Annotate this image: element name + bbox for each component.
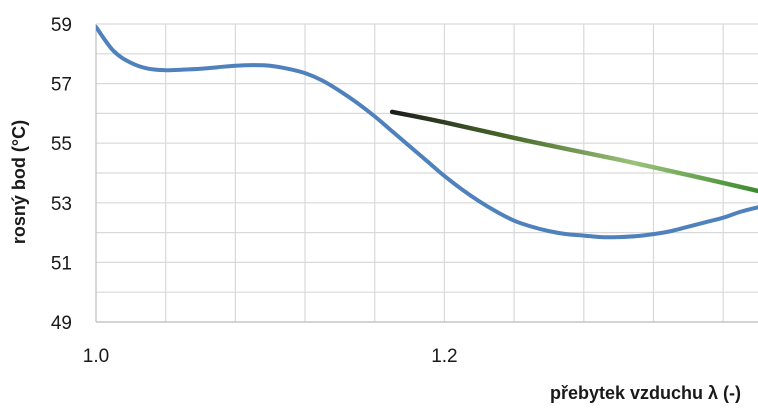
y-tick-label: 59 xyxy=(51,15,72,36)
tick-label-layer: 59 57 55 53 51 49 1.0 1.2 xyxy=(51,15,458,367)
y-axis-title: rosný bod (°C) xyxy=(9,120,29,244)
series-2-line xyxy=(389,109,758,194)
series-1-line xyxy=(96,24,758,240)
y-tick-label: 53 xyxy=(51,194,72,215)
y-tick-label: 49 xyxy=(51,313,72,334)
x-tick-label: 1.2 xyxy=(431,346,457,367)
y-tick-label: 51 xyxy=(51,253,72,274)
x-tick-label: 1.0 xyxy=(83,346,109,367)
grid-layer xyxy=(95,23,758,323)
series-layer xyxy=(96,24,758,240)
y-tick-label: 55 xyxy=(51,134,72,155)
x-axis-title: přebytek vzduchu λ (-) xyxy=(550,383,741,403)
y-tick-label: 57 xyxy=(51,75,72,96)
